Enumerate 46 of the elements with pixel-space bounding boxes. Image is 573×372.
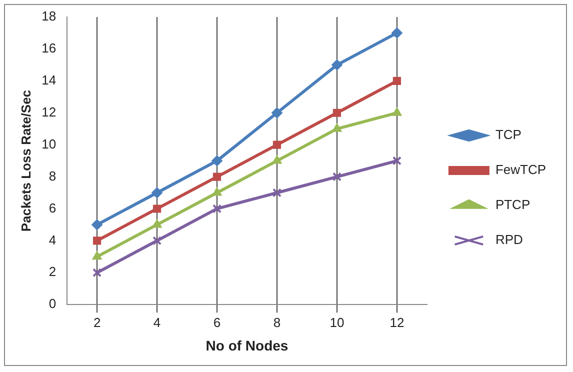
point (152, 204, 162, 213)
point (392, 76, 401, 85)
point (332, 108, 342, 117)
point (152, 187, 163, 198)
point (332, 123, 342, 132)
x-tick-label: 4 (153, 314, 161, 330)
point (92, 268, 102, 278)
legend-label: FewTCP (495, 162, 546, 178)
x-tick-label: 10 (330, 314, 344, 330)
x-tick-label: 2 (93, 314, 101, 330)
y-tick-label: 0 (48, 296, 56, 312)
y-tick-label: 2 (48, 264, 56, 280)
point (212, 172, 222, 181)
x-tick-label: 12 (390, 314, 404, 330)
y-tick-label: 16 (42, 40, 56, 56)
x-tick-label: 6 (213, 314, 221, 330)
y-tick-label: 10 (42, 136, 56, 152)
point (332, 172, 342, 182)
y-tick-label: 18 (42, 8, 56, 24)
y-tick-label: 12 (42, 104, 56, 120)
y-tick-label: 14 (42, 72, 56, 88)
legend-label: PTCP (495, 197, 530, 212)
y-tick-label: 8 (48, 168, 56, 184)
x-tick-label: 8 (273, 314, 281, 330)
point (272, 188, 282, 198)
point (92, 251, 102, 260)
point (331, 59, 342, 70)
point (272, 140, 282, 149)
point (272, 155, 282, 164)
point (93, 236, 102, 245)
point (92, 219, 103, 230)
point (152, 219, 162, 228)
point (391, 27, 402, 38)
y-tick-label: 6 (48, 200, 56, 216)
point (392, 107, 402, 116)
point (271, 107, 282, 118)
legend-label: RPD (495, 232, 523, 248)
x-axis-title: No of Nodes (206, 337, 288, 354)
y-tick-label: 4 (48, 232, 56, 248)
legend-label: TCP (495, 127, 522, 142)
point (152, 236, 162, 246)
y-axis-title: Packets Loss Rate/Sec (18, 90, 34, 232)
point (212, 204, 222, 214)
point (212, 187, 222, 196)
point (392, 156, 402, 166)
point (212, 155, 223, 166)
